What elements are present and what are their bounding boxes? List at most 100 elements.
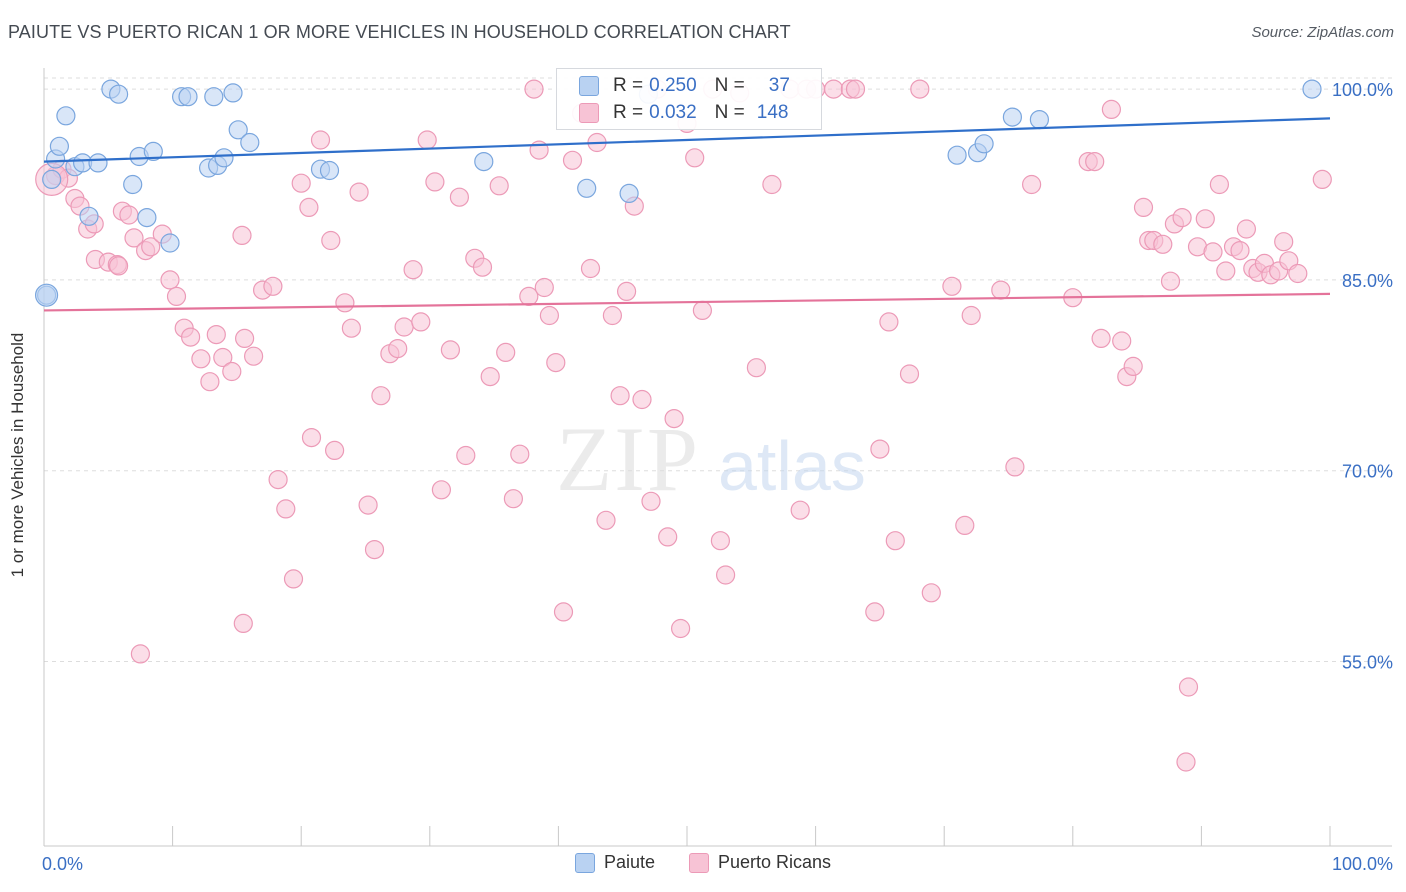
puerto-rican-point-11 (119, 205, 139, 225)
legend-item-paiute[interactable]: Paiute (574, 852, 655, 873)
puerto-rican-point-121 (1123, 356, 1143, 376)
puerto-rican-point-125 (1153, 234, 1173, 254)
puerto-rican-trend-line (43, 292, 1331, 312)
paiute-r-label: R = (613, 75, 644, 96)
puerto-rican-point-48 (403, 260, 423, 280)
puerto-rican-point-111 (991, 280, 1011, 300)
puerto-rican-point-25 (232, 225, 252, 245)
paiute-point-25 (319, 160, 340, 181)
puerto-rican-point-95 (790, 500, 810, 520)
puerto-rican-point-50 (417, 130, 437, 150)
stats-legend: R = 0.250 N = 37 R = 0.032 N = 148 (556, 68, 822, 130)
puerto-rican-point-63 (519, 286, 539, 306)
paiute-point-33 (1002, 107, 1023, 127)
paiute-point-21 (214, 148, 234, 168)
watermark: ZIP atlas (556, 408, 866, 510)
paiute-point-28 (619, 183, 639, 203)
paiute-cluster-point (34, 283, 59, 307)
legend-label-paiute: Paiute (603, 852, 655, 872)
puerto-rican-point-72 (580, 258, 601, 279)
paiute-points (34, 79, 1322, 307)
puerto-rican-point-38 (325, 440, 345, 460)
puerto-rican-point-83 (664, 409, 684, 429)
puerto-rican-point-16 (160, 270, 180, 290)
paiute-n-label: N = (714, 75, 745, 96)
paiute-point-22 (228, 120, 248, 140)
puerto-rican-point-113 (1021, 174, 1042, 195)
puerto-rican-point-68 (546, 353, 566, 373)
puerto-rican-point-112 (1005, 457, 1025, 477)
puerto-rican-point-98 (823, 79, 844, 99)
puerto-rican-point-19 (181, 327, 201, 347)
puerto-rican-point-136 (1230, 241, 1250, 261)
puerto-rican-point-54 (449, 187, 469, 207)
puerto-rican-point-109 (955, 515, 975, 536)
puerto-rican-point-133 (1209, 174, 1230, 195)
paiute-point-23 (240, 132, 260, 153)
puerto-rican-point-67 (539, 305, 560, 326)
paiute-n-value: 37 (768, 75, 790, 96)
puerto-rican-point-32 (283, 569, 304, 589)
puerto-rican-point-110 (961, 305, 981, 326)
puerto-rican-point-14 (141, 237, 161, 257)
puerto-rican-point-147 (130, 644, 150, 664)
paiute-point-32 (974, 134, 994, 154)
puerto-rican-point-22 (206, 325, 226, 345)
puerto-rican-point-36 (310, 130, 331, 150)
stats-row-puerto: R = 0.032 N = 148 (579, 100, 788, 126)
puerto-rican-point-101 (865, 602, 885, 622)
legend-item-puerto-ricans[interactable]: Puerto Ricans (688, 852, 831, 873)
puerto-rican-point-87 (692, 300, 713, 320)
puerto-rican-point-119 (1112, 331, 1132, 351)
puerto-rican-point-66 (534, 277, 554, 298)
puerto-rican-point-52 (431, 480, 451, 500)
puerto-rican-point-62 (510, 444, 530, 464)
paiute-trend-line (43, 117, 1331, 163)
paiute-point-14 (143, 141, 163, 161)
y-axis-label: 1 or more Vehicles in Household (8, 332, 27, 578)
puerto-rican-point-117 (1091, 328, 1111, 348)
puerto-rican-point-106 (910, 79, 930, 99)
paiute-point-2 (49, 136, 70, 156)
puerto-rican-point-47 (394, 317, 414, 337)
puerto-rican-point-70 (562, 150, 583, 170)
puerto-r-label: R = (613, 102, 644, 123)
puerto-rican-point-107 (921, 583, 941, 603)
legend-swatch-puerto-ricans (688, 852, 709, 873)
puerto-rican-point-80 (641, 491, 661, 511)
puerto-rican-point-26 (235, 328, 255, 348)
puerto-n-label: N = (714, 102, 745, 123)
legend-swatch-paiute (574, 852, 595, 873)
paiute-r-value: 0.250 (649, 75, 697, 96)
stats-row-paiute: R = 0.250 N = 37 (579, 73, 790, 99)
puerto-rican-point-89 (710, 531, 731, 551)
puerto-rican-point-33 (291, 173, 311, 193)
puerto-rican-point-30 (268, 470, 288, 490)
puerto-rican-point-92 (746, 358, 767, 378)
puerto-rican-point-24 (222, 361, 242, 382)
puerto-rican-point-40 (341, 318, 361, 338)
puerto-rican-point-143 (1274, 232, 1294, 252)
paiute-point-10 (123, 174, 143, 195)
puerto-n-value: 148 (756, 102, 789, 123)
puerto-rican-point-61 (503, 489, 524, 509)
source-label: Source: ZipAtlas.com (1251, 24, 1394, 41)
puerto-rican-point-79 (632, 389, 652, 410)
puerto-rican-point-34 (299, 197, 319, 217)
puerto-rican-point-58 (480, 367, 500, 387)
puerto-rican-point-75 (602, 305, 623, 326)
x-tick-label-0: 0.0% (42, 854, 83, 874)
puerto-rican-point-146 (1176, 752, 1196, 772)
puerto-rican-point-69 (553, 602, 574, 622)
puerto-rican-point-77 (616, 281, 637, 301)
puerto-rican-point-41 (349, 182, 369, 202)
puerto-rican-point-55 (456, 445, 476, 466)
puerto-rican-point-105 (899, 364, 920, 384)
puerto-rican-point-21 (200, 372, 220, 392)
paiute-point-7 (88, 153, 108, 173)
puerto-rican-point-116 (1085, 152, 1105, 172)
paiute-point-18 (223, 83, 243, 103)
paiute-point-6 (79, 206, 99, 226)
puerto-rican-point-150 (1312, 169, 1332, 189)
puerto-rican-point-134 (1216, 261, 1236, 281)
